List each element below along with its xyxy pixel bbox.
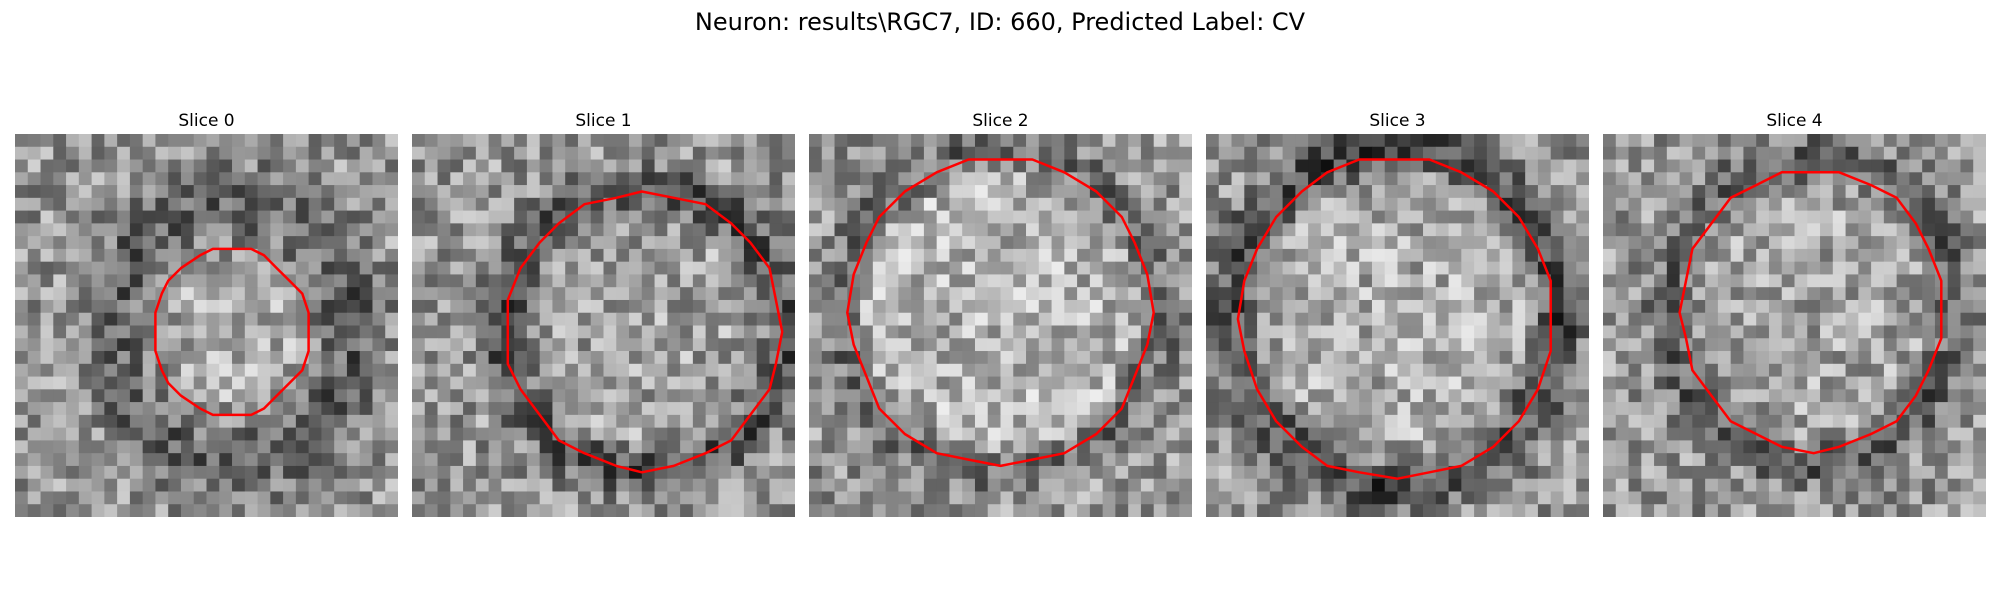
pixel-grid <box>15 134 398 517</box>
roi-contour <box>154 247 310 417</box>
slice-panel-4: Slice 4 <box>1603 100 1986 518</box>
slice-panel-2: Slice 2 <box>809 100 1192 518</box>
slice-image-0 <box>15 134 398 517</box>
slice-title: Slice 0 <box>178 111 235 131</box>
roi-contour <box>846 158 1155 468</box>
slice-panel-3: Slice 3 <box>1206 100 1589 518</box>
pixel-grid <box>1206 134 1589 517</box>
slice-title: Slice 2 <box>972 111 1029 131</box>
roi-contour <box>1236 158 1552 480</box>
pixel-grid <box>1603 134 1986 517</box>
roi-contour <box>1678 171 1943 455</box>
pixel-grid <box>412 134 795 517</box>
slice-title: Slice 1 <box>575 111 632 131</box>
roi-contour <box>506 190 784 474</box>
slice-title: Slice 3 <box>1369 111 1426 131</box>
slice-image-2 <box>809 134 1192 517</box>
slice-panel-0: Slice 0 <box>15 100 398 518</box>
slice-image-1 <box>412 134 795 517</box>
slice-title: Slice 4 <box>1766 111 1823 131</box>
slice-image-3 <box>1206 134 1589 517</box>
slice-panel-1: Slice 1 <box>412 100 795 518</box>
pixel-grid <box>809 134 1192 517</box>
figure-title: Neuron: results\RGC7, ID: 660, Predicted… <box>694 8 1306 36</box>
slice-image-4 <box>1603 134 1986 517</box>
